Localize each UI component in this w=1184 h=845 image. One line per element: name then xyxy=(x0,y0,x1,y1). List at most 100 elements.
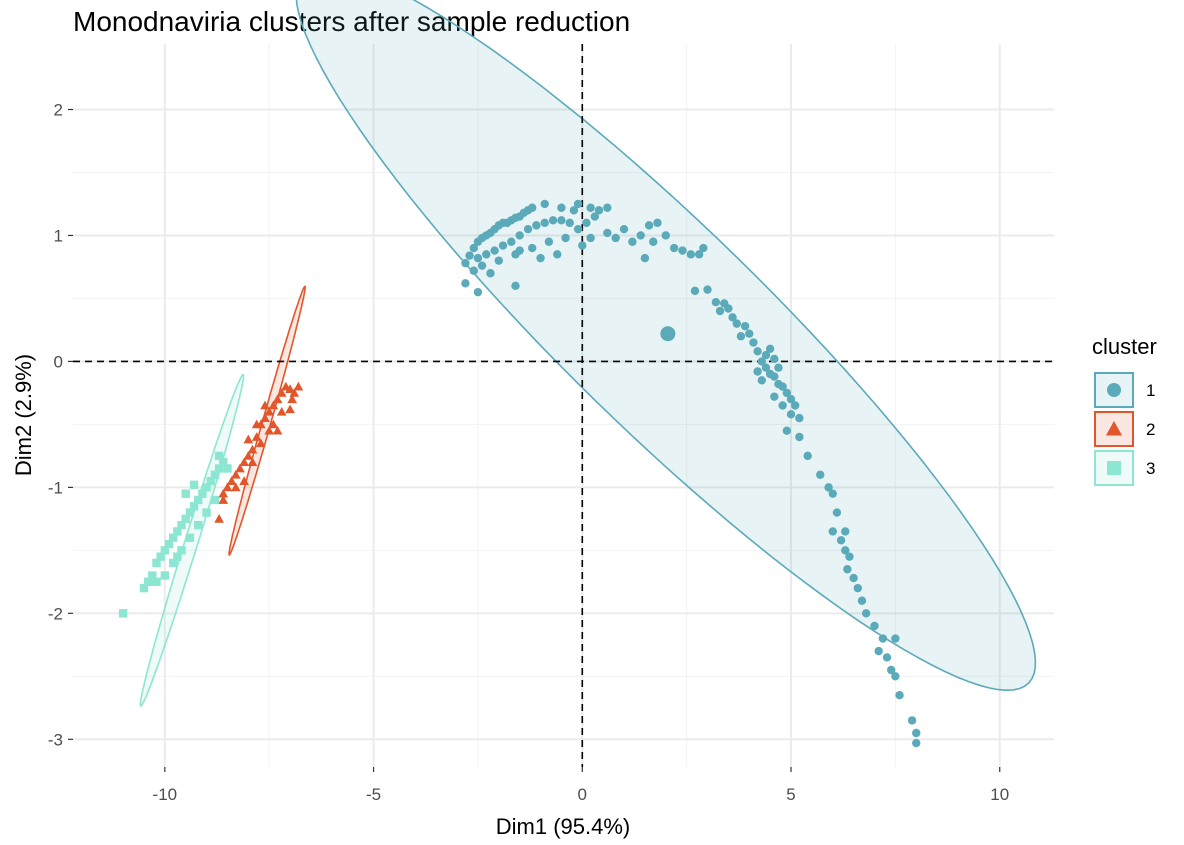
grid-minor xyxy=(73,44,1054,767)
cluster-3-point xyxy=(160,571,170,580)
cluster-1-point xyxy=(507,237,516,246)
cluster-1-point xyxy=(653,218,662,228)
legend-marker-2 xyxy=(1105,420,1123,436)
x-tick-label: -10 xyxy=(153,785,178,804)
cluster-1-point xyxy=(841,546,850,555)
cluster-1-point xyxy=(828,489,837,498)
cluster-1-point xyxy=(761,363,771,372)
legend-label-1: 1 xyxy=(1146,381,1155,400)
cluster-2-point xyxy=(230,482,241,492)
cluster-1-point xyxy=(628,237,637,246)
cluster-1-point xyxy=(619,224,629,234)
cluster-2-point xyxy=(260,413,270,422)
cluster-2-point xyxy=(285,404,295,414)
chart-title: Monodnaviria clusters after sample reduc… xyxy=(73,6,630,37)
cluster-3-point xyxy=(185,533,195,542)
cluster-2-point xyxy=(276,388,287,397)
cluster-1-point xyxy=(816,470,825,479)
cluster-1-point xyxy=(891,672,900,681)
cluster-1-point xyxy=(578,241,587,250)
cluster-1-point xyxy=(515,246,524,255)
cluster-1-point xyxy=(494,256,503,265)
cluster-2-point xyxy=(293,381,304,391)
cluster-3-point xyxy=(202,483,211,492)
cluster-1-point xyxy=(828,527,837,536)
cluster-2-point xyxy=(272,425,283,435)
cluster-1-point xyxy=(778,382,787,391)
cluster-3-point xyxy=(194,520,203,530)
cluster-1-point xyxy=(790,401,800,410)
cluster-1-point xyxy=(765,344,775,354)
cluster-1-point xyxy=(786,410,796,419)
cluster-1-point xyxy=(694,250,704,259)
ellipses xyxy=(139,0,1037,707)
cluster-3-point xyxy=(214,464,224,473)
cluster-1-point xyxy=(690,286,700,296)
cluster-2-point xyxy=(276,406,287,416)
cluster-1-point xyxy=(782,426,792,435)
cluster-2-point xyxy=(222,482,233,492)
cluster-2-point xyxy=(218,495,229,504)
cluster-1-point xyxy=(527,243,537,253)
cluster-1-point xyxy=(644,221,654,230)
cluster-1-point xyxy=(548,216,558,225)
y-tick-label: 0 xyxy=(54,352,63,371)
cluster-1-point xyxy=(603,228,612,238)
cluster-1-point xyxy=(469,266,478,275)
cluster-1-point xyxy=(761,350,771,360)
y-axis-title: Dim2 (2.9%) xyxy=(11,354,36,476)
cluster-1-point xyxy=(740,321,750,331)
cluster-1-point xyxy=(553,250,562,259)
cluster-1-point xyxy=(649,237,658,246)
cluster-1-point xyxy=(853,583,862,593)
cluster-1-point xyxy=(586,203,595,212)
cluster-3-point xyxy=(202,508,211,517)
cluster-1-point xyxy=(569,206,579,215)
cluster-3-point xyxy=(173,552,182,561)
cluster-3-point xyxy=(173,527,182,536)
cluster-1-point xyxy=(536,253,545,263)
cluster-3-point xyxy=(185,508,195,517)
cluster-1-point xyxy=(803,451,812,461)
cluster-1-point xyxy=(511,281,520,291)
cluster-3-point xyxy=(177,520,186,530)
cluster-3-point xyxy=(143,577,153,587)
cluster-1-centroid xyxy=(660,326,676,342)
cluster-2-point xyxy=(287,394,297,404)
cluster-1-point xyxy=(523,224,533,234)
cluster-1-point xyxy=(561,233,570,243)
y-tick-label: -3 xyxy=(48,730,63,749)
cluster-1-point xyxy=(841,527,850,536)
cluster-1-point xyxy=(843,565,852,574)
cluster-1-point xyxy=(849,573,858,583)
cluster-1-point xyxy=(724,304,733,313)
cluster-2-point xyxy=(251,419,262,429)
cluster-1-point xyxy=(611,233,620,243)
cluster-1-point xyxy=(482,250,491,259)
cluster-1-point xyxy=(736,332,746,341)
cluster-2-point xyxy=(243,434,254,444)
cluster-3-point xyxy=(181,489,190,498)
cluster-2-point xyxy=(247,444,258,454)
legend-title: cluster xyxy=(1092,334,1157,359)
cluster-1-point xyxy=(477,261,487,270)
cluster-1-point xyxy=(711,298,721,307)
cluster-1-point xyxy=(565,218,574,228)
cluster-1-point xyxy=(857,596,867,605)
cluster-3-point xyxy=(181,514,190,524)
cluster-1-point xyxy=(557,203,566,212)
cluster-1-point xyxy=(912,738,921,748)
cluster-1-ellipse xyxy=(295,0,1037,692)
cluster-1-point xyxy=(824,483,833,492)
cluster-1-point xyxy=(715,306,725,316)
cluster-1-point xyxy=(845,552,854,561)
cluster-2-point xyxy=(247,457,258,467)
legend-key-2 xyxy=(1094,411,1134,447)
y-axis-ticks: -3 -2 -1 0 1 2 xyxy=(48,100,73,749)
cluster-1-point xyxy=(745,329,754,338)
cluster-1-point xyxy=(498,241,508,250)
cluster-1-point xyxy=(774,363,783,372)
cluster-1-point xyxy=(895,691,904,700)
cluster-1-point xyxy=(770,392,779,401)
cluster-1-point xyxy=(907,716,917,725)
